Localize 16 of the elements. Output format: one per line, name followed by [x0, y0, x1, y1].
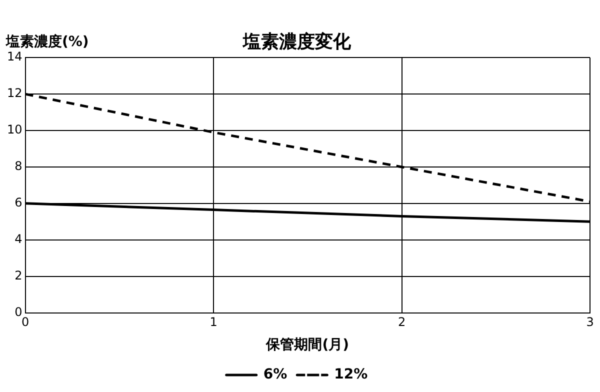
y-tick-label: 8: [14, 159, 22, 174]
x-tick-label: 2: [398, 315, 406, 330]
chart-title: 塩素濃度変化: [242, 31, 352, 52]
x-axis-title: 保管期間(月): [265, 337, 350, 354]
legend-label: 12%: [334, 366, 368, 383]
y-tick-label: 14: [6, 50, 22, 64]
x-tick-label: 3: [586, 315, 594, 330]
x-tick-label: 1: [210, 315, 218, 330]
legend-label: 6%: [263, 366, 288, 383]
y-axis-title: 塩素濃度(%): [5, 33, 89, 50]
y-tick-label: 0: [14, 304, 22, 319]
y-tick-label: 12: [6, 86, 22, 100]
y-tick-label: 4: [14, 232, 22, 246]
y-tick-label: 10: [6, 122, 22, 137]
y-tick-label: 6: [14, 196, 22, 210]
y-tick-label: 2: [14, 268, 22, 282]
